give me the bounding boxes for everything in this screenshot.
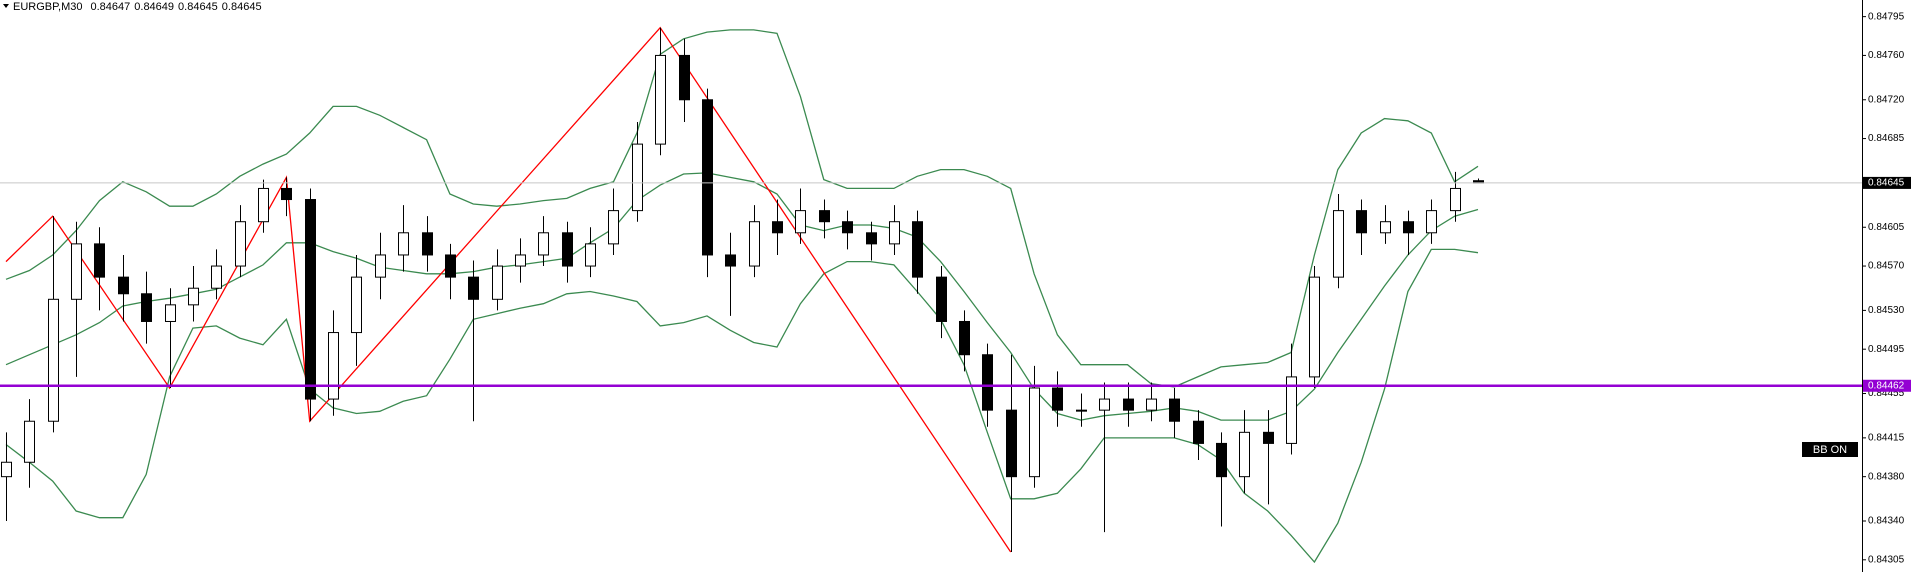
candle-body <box>1333 210 1344 278</box>
candle-body <box>608 210 619 245</box>
candle-body <box>1309 276 1320 378</box>
dropdown-arrow[interactable] <box>3 4 9 8</box>
candle-body <box>445 254 456 278</box>
candle-body <box>351 276 362 334</box>
candle-body <box>24 420 35 463</box>
price-line-box <box>1863 176 1911 189</box>
candle-body <box>982 354 993 411</box>
candle-body <box>1052 387 1063 411</box>
candle-body <box>1216 442 1227 478</box>
candle-body <box>258 187 269 223</box>
candle-body <box>959 320 970 356</box>
y-tick-label: 0.84760 <box>1868 50 1905 61</box>
y-tick-label: 0.84455 <box>1868 388 1905 399</box>
plot-area <box>0 0 1862 572</box>
symbol: EURGBP,M30 <box>13 1 83 13</box>
candle-body <box>375 254 386 278</box>
candle-body <box>328 332 339 400</box>
candle-body <box>1123 398 1134 411</box>
candle-body <box>492 265 503 300</box>
candle-body <box>725 254 736 267</box>
y-tick-label: 0.84380 <box>1868 471 1905 482</box>
header: EURGBP,M30 0.84647 0.84649 0.84645 0.84645 <box>13 1 262 13</box>
candle-body <box>632 143 643 212</box>
y-tick-label: 0.84415 <box>1868 433 1905 444</box>
candle-body <box>165 304 176 322</box>
candle-body <box>1263 431 1274 444</box>
candle-body <box>795 210 806 234</box>
candle-body <box>585 243 596 267</box>
candle-body <box>1099 398 1110 411</box>
candle-body <box>912 221 923 278</box>
low: 0.84645 <box>178 1 218 13</box>
candle-body <box>1426 210 1437 234</box>
candle-body <box>422 232 433 256</box>
candle-body <box>819 210 830 223</box>
candle-body <box>188 287 199 306</box>
candle-body <box>1450 187 1461 212</box>
y-tick-label: 0.84570 <box>1868 261 1905 272</box>
candle-body <box>562 232 573 267</box>
candle-body <box>118 276 129 295</box>
candle-body <box>305 199 316 400</box>
candle-body <box>1146 398 1157 411</box>
candle-body <box>842 221 853 234</box>
candle-body <box>94 243 105 278</box>
candle-body <box>1169 398 1180 422</box>
candle-body <box>866 232 877 245</box>
candle-body <box>538 232 549 256</box>
level-line-box <box>1863 379 1911 392</box>
candle-body <box>1286 376 1297 444</box>
candle-body <box>281 187 292 201</box>
candle-body <box>1380 221 1391 234</box>
candle-body <box>468 276 479 300</box>
band-lower <box>5 248 1479 564</box>
price-line-label: 0.84645 <box>1868 178 1905 189</box>
candle-body <box>71 243 82 300</box>
high: 0.84649 <box>134 1 174 13</box>
candle-body <box>889 221 900 245</box>
candle-body <box>1 461 12 478</box>
y-tick-label: 0.84495 <box>1868 344 1905 355</box>
candle-body <box>772 221 783 234</box>
candle-body <box>1356 210 1367 234</box>
candle-body <box>702 99 713 256</box>
candle-body <box>398 232 409 256</box>
y-tick-label: 0.84605 <box>1868 222 1905 233</box>
level-line-label: 0.84462 <box>1868 380 1905 391</box>
candle-body <box>515 254 526 267</box>
candle-body <box>749 221 760 267</box>
candle-body <box>679 54 690 101</box>
y-tick-label: 0.84340 <box>1868 516 1905 527</box>
indicator-badge <box>1802 442 1858 457</box>
candle-body <box>936 276 947 322</box>
candle-body <box>211 265 222 289</box>
candle-body <box>1006 409 1017 478</box>
candle-body <box>1193 420 1204 444</box>
candle-body <box>48 298 59 422</box>
candle-body <box>141 293 152 322</box>
candle-body <box>1029 387 1040 478</box>
candle-body <box>655 54 666 145</box>
candle-body <box>1076 409 1087 412</box>
y-tick-label: 0.84305 <box>1868 554 1905 565</box>
candle-body <box>1403 221 1414 234</box>
indicator-label: BB ON <box>1813 444 1847 456</box>
y-tick-label: 0.84795 <box>1868 11 1905 22</box>
y-tick-label: 0.84685 <box>1868 133 1905 144</box>
candle-body <box>235 221 246 267</box>
band-upper <box>5 29 1479 388</box>
candle-body <box>1239 431 1250 478</box>
y-tick-label: 0.84530 <box>1868 305 1905 316</box>
band-middle <box>5 172 1479 421</box>
close: 0.84645 <box>222 1 262 13</box>
open: 0.84647 <box>91 1 131 13</box>
y-tick-label: 0.84720 <box>1868 94 1905 105</box>
